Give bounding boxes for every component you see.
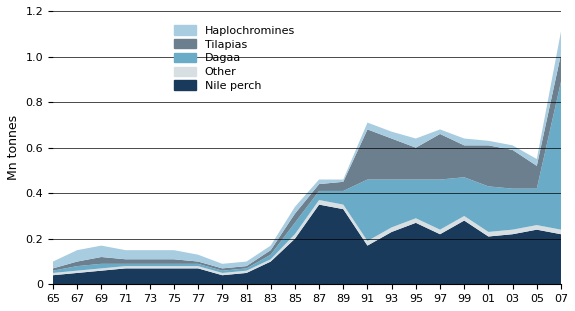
Y-axis label: Mn tonnes: Mn tonnes bbox=[7, 115, 20, 180]
Legend: Haplochromines, Tilapias, Dagaa, Other, Nile perch: Haplochromines, Tilapias, Dagaa, Other, … bbox=[170, 22, 298, 94]
